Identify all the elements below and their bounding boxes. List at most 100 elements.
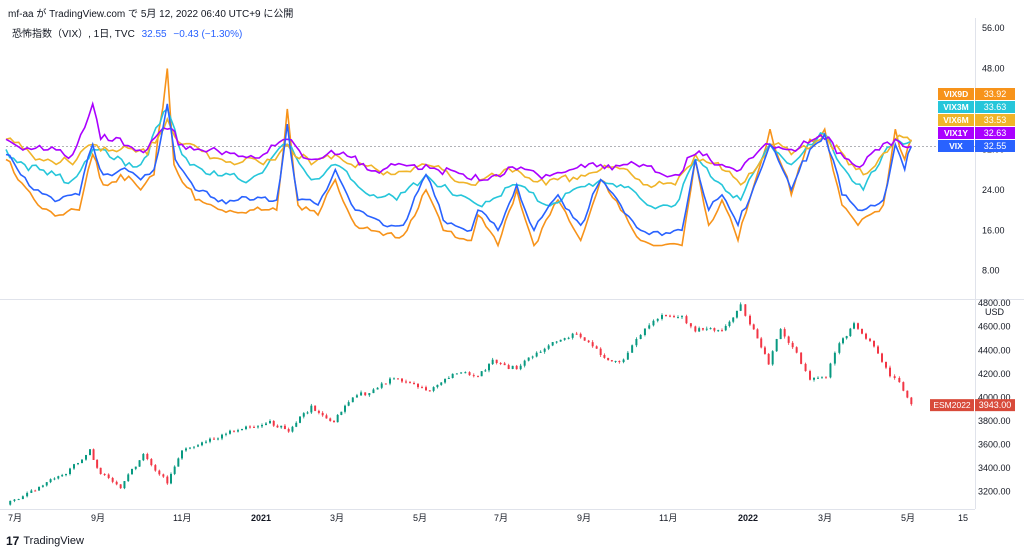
es-unit-label: USD <box>985 307 1005 317</box>
candle <box>535 351 538 358</box>
candle <box>17 498 20 501</box>
candle <box>861 328 863 335</box>
es-axis-tick: 4600.00 <box>978 322 1011 332</box>
time-axis-tick: 2022 <box>738 513 758 523</box>
candle <box>507 363 510 370</box>
candle <box>123 480 126 490</box>
candle <box>131 468 133 475</box>
candle <box>127 473 130 482</box>
series-label-value: 33.92 <box>984 89 1007 99</box>
candle <box>735 310 738 319</box>
candle <box>673 314 675 318</box>
vix-axis-tick: 48.00 <box>982 64 1005 74</box>
vix-legend-title: 恐怖指数（VIX）, 1日, TVC <box>12 29 135 40</box>
candle <box>567 336 570 340</box>
candle <box>421 385 423 389</box>
candle <box>428 389 431 392</box>
time-axis-tick: 5月 <box>413 513 427 523</box>
es-axis-tick: 3600.00 <box>978 440 1011 450</box>
candle <box>724 324 727 332</box>
candle <box>813 377 815 382</box>
candle <box>906 390 909 399</box>
candle <box>99 467 102 475</box>
candle <box>468 371 471 376</box>
candle <box>838 341 841 355</box>
candle <box>276 424 279 428</box>
candle <box>111 476 114 484</box>
candle <box>842 337 844 345</box>
candle <box>444 378 447 384</box>
tradingview-brand: TradingView <box>23 535 84 547</box>
candle <box>877 345 879 354</box>
candle <box>185 447 187 452</box>
candle <box>614 360 617 363</box>
candle <box>626 350 629 361</box>
candle <box>607 357 610 361</box>
candle <box>833 351 836 366</box>
candle <box>694 325 697 333</box>
series-vix9d-line <box>5 68 913 248</box>
series-label-name: VIX9D <box>944 89 969 99</box>
candle <box>283 424 286 430</box>
es-label-value: 3943.00 <box>979 400 1012 410</box>
candle <box>618 360 621 364</box>
candle <box>96 458 99 469</box>
candle <box>756 328 759 339</box>
es-axis-tick: 3400.00 <box>978 463 1011 473</box>
candle <box>119 484 122 489</box>
candle <box>401 378 403 383</box>
candle <box>321 411 324 417</box>
series-label-vix9d: VIX9D 33.92 <box>938 88 1015 100</box>
candle <box>73 463 75 470</box>
candle <box>477 375 479 378</box>
candle <box>559 339 562 342</box>
candle <box>728 320 731 328</box>
candle <box>579 332 582 339</box>
candle <box>595 345 598 349</box>
candle <box>551 342 554 347</box>
time-axis-tick: 9月 <box>577 513 591 523</box>
candle <box>30 489 33 493</box>
candle <box>154 464 157 472</box>
candle <box>543 347 546 354</box>
candle <box>713 327 716 333</box>
candle <box>280 425 283 429</box>
series-label-vix6m: VIX6M 33.53 <box>938 114 1015 126</box>
candle <box>587 339 590 343</box>
candle <box>272 420 275 427</box>
es-axis-tick: 4200.00 <box>978 369 1011 379</box>
candle <box>197 443 199 448</box>
candle <box>217 437 219 441</box>
candle <box>639 334 642 340</box>
candle <box>329 417 332 422</box>
es-last-value-label: ESM2022 3943.00 <box>930 399 1015 412</box>
candle <box>241 428 243 431</box>
candle <box>515 364 518 370</box>
candle <box>170 472 172 485</box>
series-label-value: 33.53 <box>984 115 1007 125</box>
vix-legend-change: −0.43 (−1.30%) <box>173 29 243 40</box>
candle <box>193 446 195 450</box>
candle <box>189 447 191 450</box>
candle <box>910 396 913 406</box>
candle <box>804 362 807 372</box>
candle <box>701 327 704 331</box>
candle <box>661 313 663 321</box>
candle <box>134 466 137 471</box>
time-axis-tick: 15 <box>958 513 968 523</box>
candle <box>539 350 542 353</box>
candle <box>103 473 106 476</box>
candle <box>325 413 328 419</box>
candle <box>181 450 183 460</box>
time-axis-tick: 11月 <box>659 513 677 523</box>
candle <box>245 425 247 431</box>
candle <box>881 352 883 364</box>
candle <box>873 340 875 348</box>
candle <box>767 352 770 365</box>
tradingview-logo-icon: 17 <box>6 534 20 548</box>
es-label-name: ESM2022 <box>933 400 971 410</box>
candle <box>177 457 180 467</box>
candle <box>825 376 827 379</box>
candle <box>261 423 263 429</box>
